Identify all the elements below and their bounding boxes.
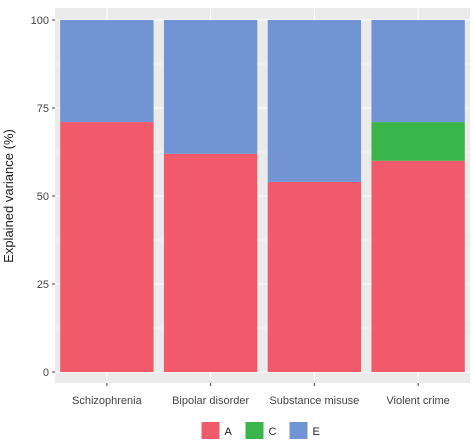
y-axis: 0 25 50 75 100 [31, 15, 55, 379]
bar-segment-a [60, 122, 154, 372]
y-tick-label: 50 [37, 191, 49, 203]
legend-label: A [225, 426, 233, 438]
x-tick-label: Violent crime [386, 395, 449, 407]
bar-segment-e [60, 20, 154, 123]
y-tick-label: 75 [37, 103, 49, 115]
x-tick-label: Schizophrenia [72, 395, 143, 407]
bar-segment-e [163, 20, 258, 154]
legend-key-e [289, 422, 308, 439]
y-axis-title: Explained variance (%) [1, 129, 16, 263]
y-tick-label: 0 [43, 367, 49, 379]
bar-segment-c [371, 122, 465, 161]
bars [60, 20, 465, 372]
x-axis: Schizophrenia Bipolar disorder Substance m… [72, 383, 450, 407]
bar-segment-e [267, 20, 362, 182]
bar-segment-a [163, 153, 258, 372]
x-tick-label: Substance misuse [269, 395, 359, 407]
legend-label: C [269, 426, 277, 438]
bar-segment-a [371, 160, 465, 372]
bar-segment-a [267, 181, 362, 372]
y-tick-label: 100 [31, 15, 49, 27]
legend-key-a [201, 422, 220, 439]
bar-segment-e [371, 20, 465, 123]
x-tick-label: Bipolar disorder [172, 395, 249, 407]
legend-key-c [245, 422, 264, 439]
y-tick-label: 25 [37, 279, 49, 291]
legend-label: E [313, 426, 320, 438]
